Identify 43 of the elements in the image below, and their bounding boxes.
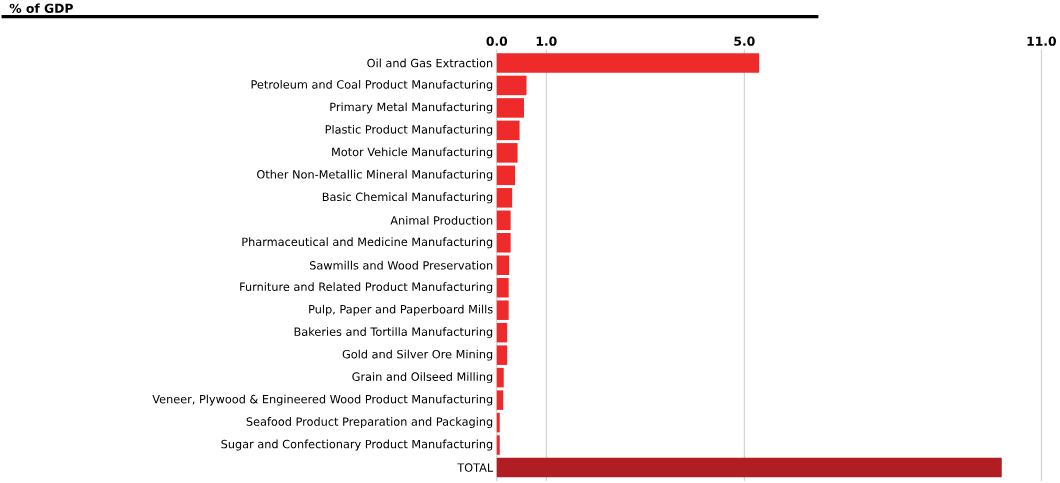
y-tick-label: Pharmaceutical and Medicine Manufacturing xyxy=(242,237,493,249)
y-tick-label: Pulp, Paper and Paperboard Mills xyxy=(309,304,493,316)
bar xyxy=(496,413,500,433)
y-tick-label: Animal Production xyxy=(390,216,493,225)
bar xyxy=(496,233,511,253)
y-tick-label: Petroleum and Coal Product Manufacturing xyxy=(251,80,493,92)
y-tick-label: Other Non-Metallic Mineral Manufacturing xyxy=(257,170,493,182)
bar xyxy=(496,165,516,186)
bar xyxy=(496,210,511,231)
y-tick-label: TOTAL xyxy=(457,463,494,473)
y-tick-label: Grain and Oilseed Milling xyxy=(352,372,493,384)
y-tick-label: Furniture and Related Product Manufacturing xyxy=(240,282,493,294)
x-tick-label: 11.0 xyxy=(1027,36,1056,47)
bar xyxy=(496,53,760,73)
bar xyxy=(496,300,509,321)
x-tick-label: 5.0 xyxy=(734,36,755,47)
y-tick-label: Bakeries and Tortilla Manufacturing xyxy=(294,327,493,339)
x-tick-label: 1.0 xyxy=(536,36,557,47)
bar xyxy=(496,143,518,163)
y-tick-label: Plastic Product Manufacturing xyxy=(325,125,493,137)
bar xyxy=(496,120,520,141)
bar xyxy=(496,278,509,298)
x-tick-label: 0.0 xyxy=(486,36,508,47)
y-tick-label: Seafood Product Preparation and Packaging xyxy=(246,417,493,429)
y-tick-label: Basic Chemical Manufacturing xyxy=(322,192,493,204)
bar xyxy=(496,75,527,96)
y-tick-label: Oil and Gas Extraction xyxy=(367,58,493,68)
bar xyxy=(496,98,525,118)
text: % of GDP xyxy=(9,3,73,14)
bar xyxy=(496,458,1002,478)
bar xyxy=(496,368,504,388)
y-tick-label: Veneer, Plywood & Engineered Wood Product Manufacturing xyxy=(152,394,493,406)
bar xyxy=(496,345,508,366)
bar xyxy=(496,188,513,208)
bar xyxy=(496,390,504,411)
bar xyxy=(496,435,500,456)
y-tick-label: Gold and Silver Ore Mining xyxy=(342,349,493,361)
y-tick-label: Motor Vehicle Manufacturing xyxy=(332,147,493,159)
y-tick-label: Sugar and Confectionary Product Manufacturing xyxy=(221,439,493,451)
y-tick-label: Sawmills and Wood Preservation xyxy=(309,261,493,270)
bar xyxy=(496,323,508,343)
y-tick-label: Primary Metal Manufacturing xyxy=(330,102,493,114)
bar xyxy=(496,255,510,276)
